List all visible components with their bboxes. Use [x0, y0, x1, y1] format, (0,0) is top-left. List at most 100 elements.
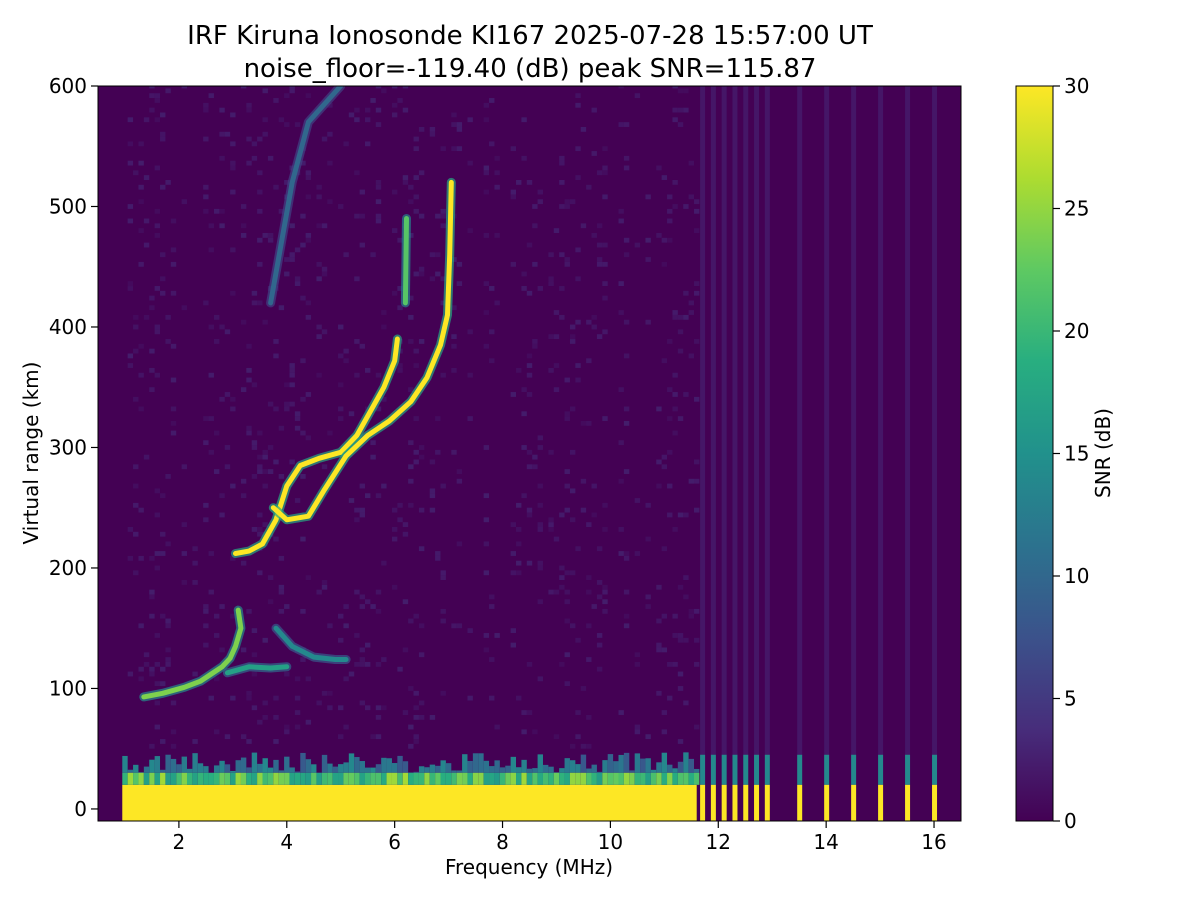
noise-cell — [484, 344, 489, 349]
clutter-fringe-inner — [203, 773, 208, 785]
noise-cell — [554, 590, 559, 595]
clutter-fringe-outer — [581, 755, 586, 773]
clutter-fringe-inner — [446, 773, 451, 785]
clutter-fringe-inner — [678, 773, 683, 785]
clutter-fringe-outer — [273, 760, 278, 773]
noise-cell — [284, 272, 289, 277]
clutter-fringe-outer — [662, 753, 667, 773]
noise-cell — [414, 272, 419, 277]
noise-cell — [408, 503, 413, 508]
noise-cell — [575, 146, 580, 151]
noise-cell — [376, 734, 381, 739]
noise-cell — [144, 219, 149, 224]
noise-cell — [284, 672, 289, 677]
noise-cell — [155, 566, 160, 571]
noise-cell — [516, 368, 521, 373]
noise-cell — [624, 238, 629, 243]
noise-cell — [694, 339, 699, 344]
noise-cell — [182, 522, 187, 527]
clutter-fringe-outer — [387, 758, 392, 773]
clutter-fringe-inner — [322, 773, 327, 785]
clutter-fringe-inner — [187, 773, 192, 785]
noise-cell — [624, 407, 629, 412]
noise-cell — [289, 223, 294, 228]
noise-cell — [678, 315, 683, 320]
noise-cell — [570, 407, 575, 412]
noise-cell — [527, 662, 532, 667]
noise-cell — [138, 185, 143, 190]
clutter-fringe-inner — [122, 773, 127, 785]
clutter-fringe-outer — [424, 767, 429, 773]
noise-cell — [683, 575, 688, 580]
noise-cell — [252, 628, 257, 633]
noise-cell — [284, 604, 289, 609]
noise-cell — [203, 609, 208, 614]
clutter-fringe-outer — [333, 767, 338, 773]
noise-cell — [565, 378, 570, 383]
noise-cell — [683, 392, 688, 397]
noise-cell — [128, 204, 133, 209]
noise-cell — [565, 484, 570, 489]
noise-cell — [160, 493, 165, 498]
clutter-fringe-outer — [511, 757, 516, 773]
noise-cell — [419, 701, 424, 706]
noise-cell — [618, 551, 623, 556]
noise-cell — [225, 329, 230, 334]
clutter-fringe-inner — [338, 773, 343, 785]
noise-cell — [327, 161, 332, 166]
clutter-fringe-inner — [219, 773, 224, 785]
clutter-fringe-outer — [559, 768, 564, 773]
noise-cell — [554, 387, 559, 392]
clutter-fringe-inner — [155, 773, 160, 785]
noise-cell — [246, 691, 251, 696]
clutter-fringe-inner — [263, 773, 268, 785]
noise-cell — [295, 725, 300, 730]
clutter-fringe-inner — [689, 773, 694, 785]
noise-cell — [284, 122, 289, 127]
noise-cell — [559, 204, 564, 209]
noise-cell — [360, 214, 365, 219]
noise-cell — [289, 402, 294, 407]
noise-cell — [252, 291, 257, 296]
clutter-fringe-outer — [268, 768, 273, 773]
noise-cell — [667, 662, 672, 667]
noise-cell — [694, 397, 699, 402]
clutter-fringe-inner — [246, 773, 251, 785]
noise-cell — [327, 431, 332, 436]
noise-cell — [300, 214, 305, 219]
noise-cell — [230, 291, 235, 296]
noise-cell — [559, 286, 564, 291]
noise-cell — [182, 464, 187, 469]
noise-cell — [408, 339, 413, 344]
clutter-fringe-inner — [284, 773, 289, 785]
noise-cell — [667, 238, 672, 243]
noise-cell — [538, 190, 543, 195]
clutter-fringe-inner — [667, 773, 672, 785]
noise-cell — [527, 710, 532, 715]
noise-cell — [570, 488, 575, 493]
clutter-fringe-outer — [370, 768, 375, 773]
noise-cell — [289, 363, 294, 368]
clutter-fringe-outer — [478, 753, 483, 773]
noise-cell — [624, 320, 629, 325]
noise-cell — [624, 166, 629, 171]
noise-cell — [289, 88, 294, 93]
noise-cell — [581, 508, 586, 513]
noise-cell — [645, 594, 650, 599]
noise-cell — [354, 517, 359, 522]
clutter-fringe-outer — [516, 767, 521, 773]
noise-cell — [343, 676, 348, 681]
noise-cell — [171, 421, 176, 426]
clutter-fringe-inner — [419, 773, 424, 785]
noise-cell — [414, 416, 419, 421]
clutter-fringe-inner — [441, 773, 446, 785]
noise-cell — [694, 638, 699, 643]
noise-cell — [521, 710, 526, 715]
clutter-fringe-inner — [694, 773, 699, 785]
clutter-fringe-inner — [586, 773, 591, 785]
noise-cell — [381, 657, 386, 662]
noise-cell — [300, 243, 305, 248]
noise-cell — [494, 170, 499, 175]
noise-cell — [414, 715, 419, 720]
clutter-fringe-outer — [311, 764, 316, 773]
